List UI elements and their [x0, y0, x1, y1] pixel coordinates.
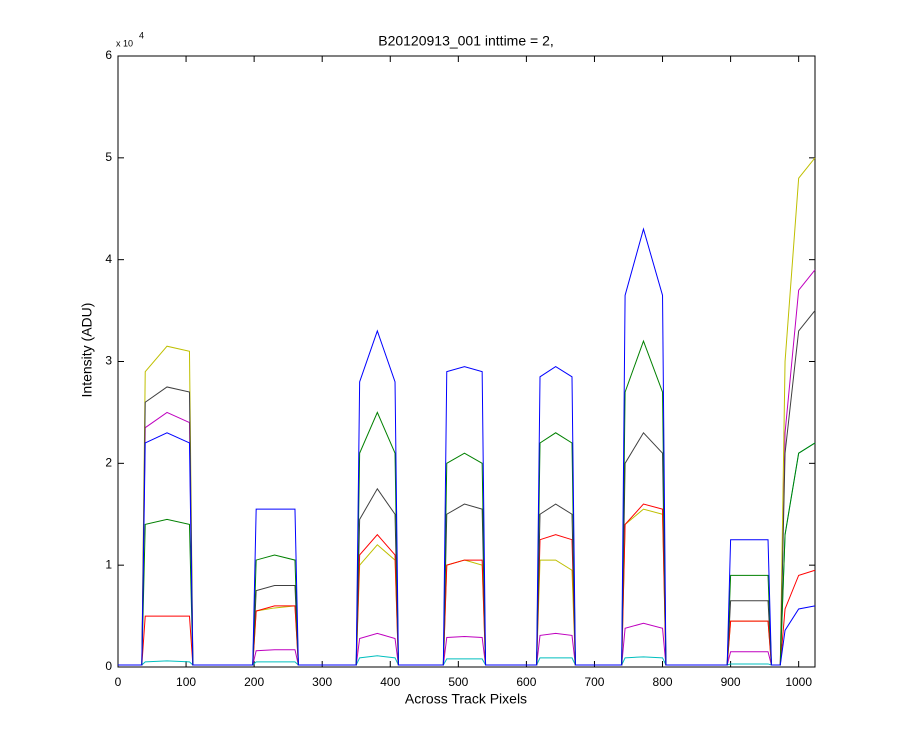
y-exponent: 4	[139, 30, 144, 40]
series-line	[118, 442, 816, 666]
y-axis-label: Intensity (ADU)	[79, 303, 95, 398]
y-tick-label: 3	[105, 354, 112, 368]
series-line	[118, 339, 816, 666]
x-tick-label: 500	[448, 675, 468, 689]
series-line	[118, 269, 816, 666]
x-tick-label: 300	[312, 675, 332, 689]
y-multiplier: x 10	[116, 38, 133, 48]
y-tick-label: 1	[105, 557, 112, 571]
x-tick-label: 900	[721, 675, 741, 689]
x-tick-label: 400	[380, 675, 400, 689]
x-tick-label: 1000	[785, 675, 812, 689]
y-tick-label: 4	[105, 252, 112, 266]
x-tick-label: 700	[584, 675, 604, 689]
x-tick-label: 800	[653, 675, 673, 689]
y-tick-label: 0	[105, 659, 112, 673]
x-tick-label: 100	[176, 675, 196, 689]
x-tick-label: 600	[516, 675, 536, 689]
y-tick-label: 2	[105, 456, 112, 470]
y-tick-label: 5	[105, 150, 112, 164]
y-tick-label: 6	[105, 48, 112, 62]
x-tick-label: 200	[244, 675, 264, 689]
series-line	[118, 227, 816, 666]
plot-area	[117, 55, 816, 668]
chart-title: B20120913_001 inttime = 2,	[378, 33, 554, 49]
x-axis-label: Across Track Pixels	[405, 691, 527, 707]
x-tick-label: 0	[115, 675, 122, 689]
